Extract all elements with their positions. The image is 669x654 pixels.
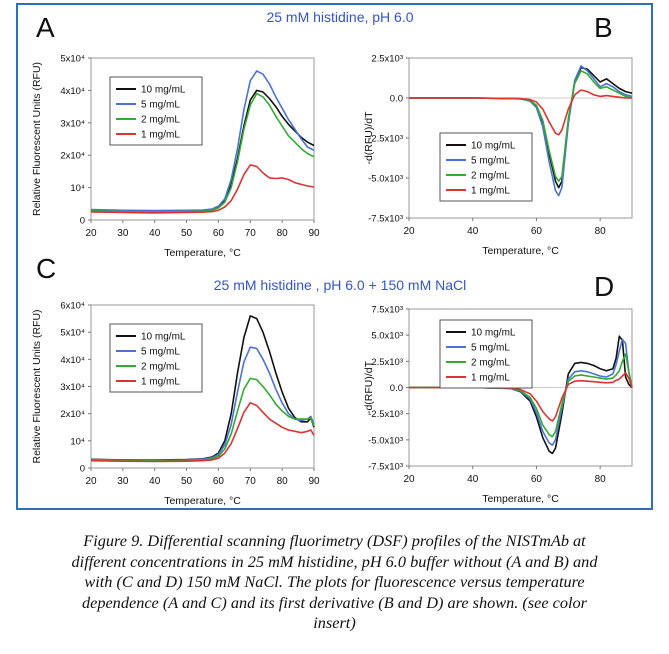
x-axis-label: Temperature, °C <box>164 247 241 259</box>
figure-caption: Figure 9. Differential scanning fluorime… <box>28 531 641 634</box>
x-tick-label: 40 <box>149 228 161 239</box>
x-tick-label: 70 <box>245 476 257 487</box>
y-tick-label: 3x10⁴ <box>60 118 85 129</box>
y-tick-label: 4x10⁴ <box>60 86 85 97</box>
series-line-A <box>90 92 315 213</box>
y-axis-label: -d(RFU)/dT <box>363 360 375 414</box>
figure-title-top: 25 mM histidine, pH 6.0 <box>266 9 413 25</box>
legend-label: 5 mg/mL <box>141 100 180 111</box>
legend-label: 5 mg/mL <box>141 347 180 358</box>
y-tick-label: 5x10⁴ <box>60 328 85 339</box>
x-tick-label: 60 <box>213 228 225 239</box>
x-tick-label: 50 <box>181 228 193 239</box>
series-line-C <box>90 402 315 463</box>
figure-title-bottom: 25 mM histidine , pH 6.0 + 150 mM NaCl <box>214 277 467 293</box>
caption-line: Figure 9. Differential scanning fluorime… <box>83 531 586 550</box>
legend-label: 2 mg/mL <box>141 115 180 126</box>
plot-area-A <box>90 57 315 221</box>
x-tick-label: 30 <box>117 476 129 487</box>
legend-label: 1 mg/mL <box>471 186 510 197</box>
legend-label: 2 mg/mL <box>471 171 510 182</box>
y-tick-label: -2.5x10³ <box>368 409 403 420</box>
x-tick-label: 20 <box>85 476 97 487</box>
panel-label-A: A <box>36 12 55 43</box>
y-tick-label: 2.5x10³ <box>371 357 403 368</box>
x-tick-label: 80 <box>277 476 289 487</box>
x-tick-label: 80 <box>595 226 607 237</box>
legend-label: 1 mg/mL <box>471 373 510 384</box>
legend-label: 2 mg/mL <box>141 362 180 373</box>
y-tick-label: 6x10⁴ <box>60 301 85 312</box>
y-axis-label: Relative Fluorescent Units (RFU) <box>31 62 43 216</box>
x-axis-label: Temperature, °C <box>164 495 241 507</box>
y-tick-label: 5x10⁴ <box>60 54 85 65</box>
legend-label: 1 mg/mL <box>141 130 180 141</box>
x-tick-label: 60 <box>213 476 225 487</box>
x-tick-label: 90 <box>308 228 320 239</box>
y-tick-label: -2.5x10³ <box>368 134 403 145</box>
y-axis-label: -d(RFU)/dT <box>363 111 375 165</box>
x-tick-label: 90 <box>308 476 320 487</box>
y-tick-label: 5.0x10³ <box>371 331 403 342</box>
x-tick-label: 70 <box>245 228 257 239</box>
y-tick-label: 2.5x10³ <box>371 54 403 65</box>
series-line-A <box>90 70 315 212</box>
caption-line: different concentrations in 25 mM histid… <box>71 551 598 571</box>
panel-label-C: C <box>36 253 56 284</box>
y-tick-label: 0 <box>80 464 85 475</box>
figure-frame <box>16 3 653 510</box>
x-tick-label: 20 <box>403 226 415 237</box>
x-tick-label: 20 <box>403 474 415 485</box>
legend-label: 10 mg/mL <box>141 85 186 96</box>
y-tick-label: 2x10⁴ <box>60 151 85 162</box>
x-tick-label: 40 <box>149 476 161 487</box>
x-tick-label: 30 <box>117 228 129 239</box>
legend-label: 10 mg/mL <box>471 328 516 339</box>
series-line-D <box>409 335 633 455</box>
x-axis-label: Temperature, °C <box>482 493 559 505</box>
y-tick-label: 4x10⁴ <box>60 355 85 366</box>
legend-label: 10 mg/mL <box>141 332 186 343</box>
x-tick-label: 60 <box>531 226 543 237</box>
x-axis-label: Temperature, °C <box>482 245 559 257</box>
x-tick-label: 50 <box>181 476 193 487</box>
y-tick-label: -5.0x10³ <box>368 174 403 185</box>
y-tick-label: -7.5x10³ <box>368 214 403 225</box>
legend-label: 5 mg/mL <box>471 343 510 354</box>
x-tick-label: 80 <box>595 474 607 485</box>
legend-label: 5 mg/mL <box>471 156 510 167</box>
legend-label: 10 mg/mL <box>471 141 516 152</box>
panel-label-D: D <box>594 271 614 302</box>
x-tick-label: 20 <box>85 228 97 239</box>
y-tick-label: 7.5x10³ <box>371 305 403 316</box>
series-line-A <box>90 164 315 214</box>
panel-label-B: B <box>594 12 613 43</box>
series-line-D <box>409 372 633 422</box>
caption-line: dependence (A and C) and its first deriv… <box>81 592 588 612</box>
figure-plots: 25 mM histidine, pH 6.0 25 mM histidine … <box>31 9 633 507</box>
series-line-D <box>409 353 633 438</box>
series-line-B <box>409 89 632 136</box>
y-axis-label: Relative Fluorescent Units (RFU) <box>31 309 43 463</box>
legend-label: 1 mg/mL <box>141 377 180 388</box>
caption-line: insert) <box>313 613 356 632</box>
y-tick-label: 2x10⁴ <box>60 409 85 420</box>
x-tick-label: 40 <box>467 226 479 237</box>
x-tick-label: 40 <box>467 474 479 485</box>
y-tick-label: 10⁴ <box>70 436 85 447</box>
y-tick-label: 3x10⁴ <box>60 382 85 393</box>
x-tick-label: 80 <box>277 228 289 239</box>
y-tick-label: 10⁴ <box>70 183 85 194</box>
y-tick-label: -7.5x10³ <box>368 462 403 473</box>
caption-line: with (C and D) 150 mM NaCl. The plots fo… <box>84 572 585 591</box>
series-line-B <box>409 70 633 182</box>
y-tick-label: 0.0 <box>390 94 403 105</box>
x-tick-label: 60 <box>531 474 543 485</box>
legend-label: 2 mg/mL <box>471 358 510 369</box>
y-tick-label: 0 <box>80 216 85 227</box>
y-tick-label: -5.0x10³ <box>368 435 403 446</box>
y-tick-label: 0.0 <box>390 383 403 394</box>
